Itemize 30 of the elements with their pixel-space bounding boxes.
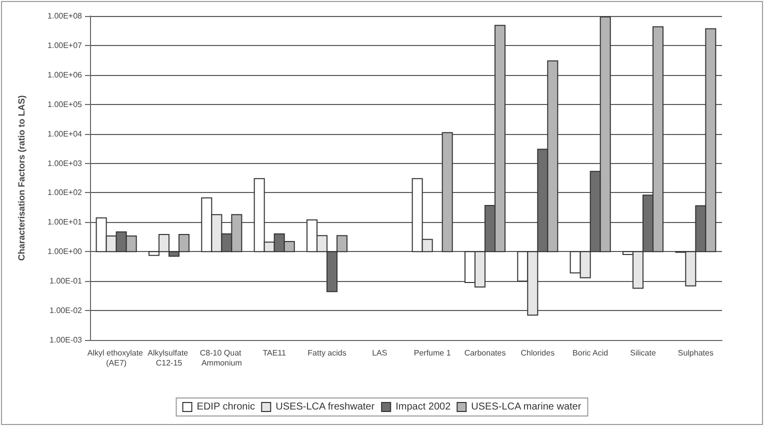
x-tick-label: Alkylsulfate C12-15 [148, 348, 190, 368]
x-tick-label: LAS [372, 348, 388, 358]
legend-label: USES-LCA marine water [471, 402, 582, 412]
y-tick-label: 1.00E-02 [50, 306, 83, 316]
x-tick-label: Perfume 1 [414, 348, 452, 358]
x-tick-label: Chlorides [520, 348, 555, 358]
y-tick-label: 1.00E-03 [50, 336, 83, 344]
y-tick-label: 1.00E+05 [48, 100, 83, 109]
bar [442, 132, 453, 252]
y-tick-label: 1.00E+01 [48, 218, 83, 227]
x-tick-label: C8-10 Quat Ammonium [200, 348, 244, 368]
y-tick-label: 1.00E+04 [48, 129, 83, 138]
x-tick-label: TAE11 [262, 348, 287, 358]
y-tick-label: 1.00E+08 [48, 12, 83, 20]
legend-label: Impact 2002 [396, 402, 452, 412]
y-tick-label: 1.00E+07 [48, 40, 83, 50]
x-tick-label: Fatty acids [308, 348, 346, 358]
y-tick-label: 1.00E+02 [48, 188, 83, 198]
y-tick-label: 1.00E+00 [48, 247, 83, 256]
y-axis-title: Characterisation Factors (ratio to LAS) [16, 95, 26, 261]
x-tick-label: Carbonates [464, 348, 506, 358]
x-tick-label: Silicate [630, 348, 656, 358]
y-tick-label: 1.00E-01 [50, 276, 83, 286]
legend-label: USES-LCA freshwater [276, 402, 376, 412]
legend-label: EDIP chronic [196, 402, 255, 412]
y-tick-label: 1.00E+06 [48, 70, 83, 80]
x-tick-label: Alkyl ethoxylate (AE7) [87, 348, 146, 368]
y-tick-label: 1.00E+03 [48, 158, 83, 168]
x-tick-label: Sulphates [678, 348, 714, 358]
x-tick-label: Boric Acid [572, 348, 608, 358]
